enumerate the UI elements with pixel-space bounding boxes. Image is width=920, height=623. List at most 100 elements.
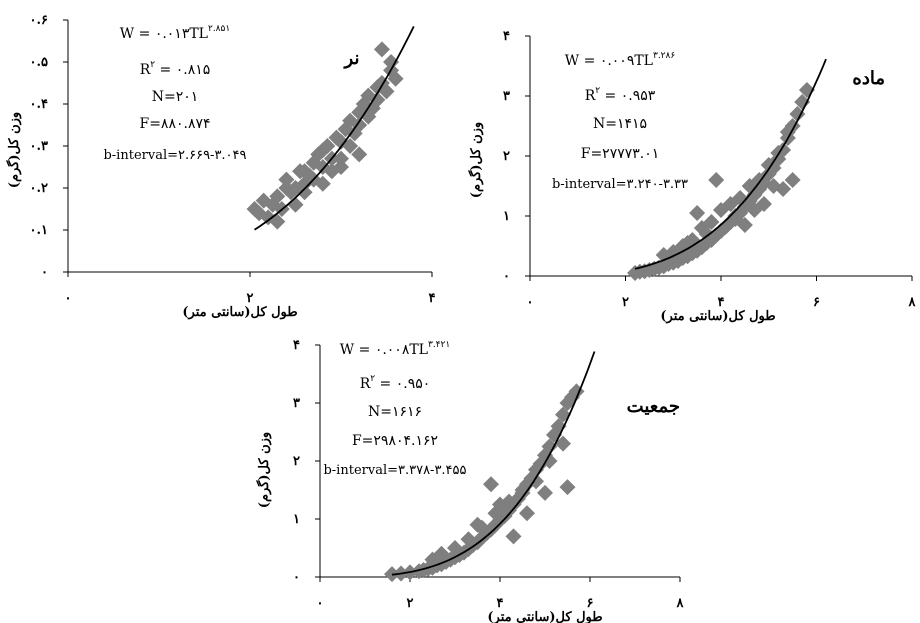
- x-tick-label: ۴: [429, 291, 436, 306]
- b-interval-label: b-interval=۳.۲۴۰-۳.۳۳: [552, 177, 688, 192]
- y-axis-title: وزن کل(گرم): [467, 122, 484, 198]
- data-point: [369, 91, 386, 108]
- x-tick-label: ۸: [908, 295, 917, 310]
- r-squared-symbol: R: [140, 62, 151, 78]
- data-point: [519, 505, 535, 522]
- y-tick-label: ۰: [41, 265, 48, 280]
- b-interval-label: b-interval=۳.۳۷۸-۳.۴۵۵: [323, 463, 466, 478]
- data-point: [775, 181, 792, 197]
- data-point: [703, 214, 720, 230]
- data-point: [296, 163, 313, 180]
- y-tick-label: ۰: [293, 570, 300, 585]
- data-point: [541, 438, 558, 455]
- r-squared-symbol: R: [585, 88, 596, 104]
- data-point: [351, 117, 368, 133]
- n-label: N=۱۴۱۵: [593, 116, 647, 132]
- data-point: [373, 41, 390, 58]
- equation-exponent: ۳.۲۸۶: [653, 51, 675, 61]
- data-point: [537, 484, 553, 501]
- x-tick-label: ۲: [407, 596, 414, 611]
- data-point: [708, 172, 725, 188]
- y-axis-title: وزن کل(گرم): [5, 112, 22, 188]
- r-squared-value: = ۰.۹۵۳: [600, 88, 656, 104]
- data-point: [736, 217, 753, 233]
- data-point: [346, 125, 363, 142]
- data-point: [514, 482, 531, 498]
- y-tick-label: ۳: [293, 396, 300, 411]
- y-tick-label: ۰.۲: [30, 181, 49, 196]
- x-tick-label: ۰: [65, 291, 72, 306]
- data-point: [496, 508, 513, 525]
- x-tick-label: ۸: [676, 596, 685, 611]
- data-point: [541, 453, 558, 469]
- data-point: [698, 226, 715, 242]
- x-tick-label: ۲: [247, 291, 254, 306]
- data-point: [278, 171, 295, 188]
- data-point: [383, 54, 400, 70]
- y-tick-label: ۲: [503, 149, 510, 164]
- r-squared-exponent: ۲: [150, 60, 155, 70]
- r-squared-value: = ۰.۹۵۰: [375, 376, 430, 392]
- data-point: [460, 531, 477, 548]
- data-point: [755, 196, 772, 212]
- data-point: [447, 540, 463, 556]
- data-point: [314, 175, 331, 192]
- x-tick-label: ۰: [527, 295, 534, 310]
- data-point: [555, 435, 571, 452]
- x-tick-label: ۶: [813, 295, 820, 310]
- panel-title: نر: [343, 48, 360, 69]
- r-squared-label: R۲ = ۰.۸۱۵: [140, 60, 211, 78]
- y-tick-label: ۰.۱: [30, 223, 49, 238]
- data-point: [505, 528, 522, 545]
- y-tick-label: ۴: [503, 29, 510, 44]
- n-label: N=۱۶۱۶: [368, 404, 422, 420]
- data-point: [784, 172, 801, 188]
- equation-main: W = ۰.۰۰۸TL: [340, 342, 428, 358]
- trend-curve: [254, 25, 415, 231]
- equation-label: W = ۰.۰۰۸TL۳.۴۲۱: [340, 340, 450, 358]
- data-point: [789, 106, 806, 122]
- y-tick-label: ۴: [293, 338, 300, 353]
- equation-main: W = ۰.۰۰۹TL: [565, 53, 653, 69]
- y-tick-label: ۰: [503, 269, 510, 284]
- equation-label: W = ۰.۰۰۹TL۳.۲۸۶: [565, 51, 676, 69]
- data-point: [689, 205, 706, 221]
- data-point: [794, 94, 811, 110]
- data-point: [378, 83, 395, 100]
- y-tick-label: ۰.۳: [30, 139, 49, 154]
- r-squared-label: R۲ = ۰.۹۵۰: [360, 374, 431, 392]
- y-axis-title: وزن کل(گرم): [255, 432, 272, 508]
- data-point: [779, 124, 796, 140]
- data-point: [333, 159, 349, 175]
- x-axis-title: طول کل(سانتی متر): [487, 610, 602, 623]
- data-point: [269, 213, 286, 230]
- data-point: [559, 479, 576, 496]
- panel-title: جمعیت: [627, 396, 680, 417]
- data-point: [351, 146, 368, 163]
- data-point: [424, 551, 441, 568]
- data-point: [269, 188, 286, 205]
- r-squared-label: R۲ = ۰.۹۵۳: [585, 86, 656, 104]
- x-tick-label: ۲: [622, 295, 629, 310]
- n-label: N=۲۰۱: [152, 89, 199, 105]
- b-interval-label: b-interval=۲.۶۶۹-۳.۰۴۹: [103, 148, 246, 163]
- f-label: F=۲۹۸۰۴.۱۶۲: [352, 433, 438, 449]
- y-tick-label: ۰.۶: [30, 13, 49, 28]
- panel-title: ماده: [852, 68, 885, 89]
- data-point: [314, 142, 331, 159]
- y-tick-label: ۰.۵: [30, 55, 49, 70]
- data-point: [387, 70, 404, 87]
- data-point: [296, 184, 313, 201]
- y-tick-label: ۲: [293, 454, 300, 469]
- x-tick-label: ۶: [587, 596, 594, 611]
- equation-exponent: ۲.۸۵۱: [208, 24, 230, 34]
- x-tick-label: ۰: [317, 596, 324, 611]
- y-tick-label: ۰.۴: [30, 97, 49, 112]
- x-axis-title: طول کل(سانتی متر): [182, 305, 297, 320]
- x-tick-label: ۴: [718, 295, 725, 310]
- equation-main: W = ۰.۰۱۳TL: [120, 26, 208, 42]
- f-label: F=۸۸۰.۸۷۴: [139, 116, 210, 132]
